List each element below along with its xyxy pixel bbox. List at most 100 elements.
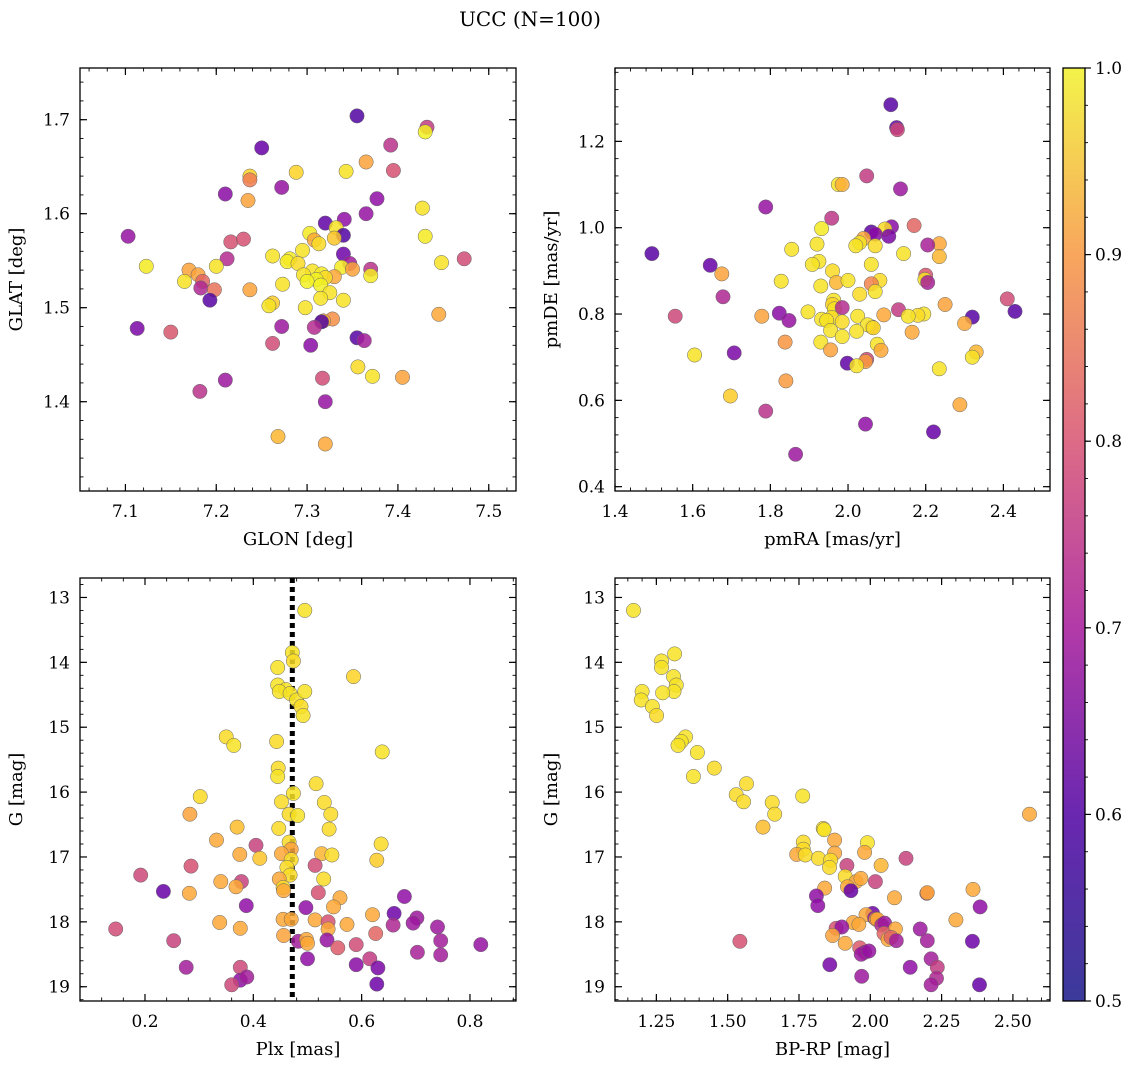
scatter-point (900, 308, 916, 324)
scatter-point (758, 403, 774, 419)
scatter-point (316, 795, 332, 810)
y-tick-label: 1.4 (43, 393, 70, 413)
scatter-point (456, 251, 472, 267)
scatter-point (166, 933, 182, 949)
scatter-point (306, 319, 322, 335)
scatter-point (177, 273, 192, 289)
scatter-point (822, 859, 837, 875)
scatter-point (232, 846, 248, 862)
scatter-point (825, 928, 841, 943)
scatter-point (888, 933, 904, 949)
scatter-point (797, 847, 813, 863)
scatter-point (163, 324, 179, 340)
scatter-point (348, 937, 364, 953)
scatter-point (823, 322, 839, 338)
scatter-point (183, 858, 199, 874)
y-axis-label: G [mag] (6, 753, 27, 826)
scatter-point (288, 164, 304, 180)
scatter-point (952, 397, 968, 413)
scatter-point (417, 228, 433, 244)
scatter-point (767, 806, 783, 822)
scatter-point (883, 97, 899, 113)
y-tick-label: 14 (48, 653, 70, 673)
scatter-point (270, 429, 286, 444)
scatter-point (926, 424, 941, 440)
scatter-point (326, 899, 341, 915)
scatter-point (307, 857, 323, 873)
scatter-point (840, 272, 856, 288)
scatter-point (193, 280, 209, 296)
scatter-point (931, 361, 947, 377)
x-tick-label: 1.75 (780, 1012, 818, 1032)
scatter-point (345, 261, 360, 277)
x-tick-label: 2.50 (994, 1012, 1032, 1032)
scatter-point (810, 898, 826, 914)
scatter-point (726, 345, 742, 361)
scatter-point (223, 234, 239, 250)
panel-glon-glat: 7.1 7.2 7.3 7.4 7.5 1.4 1.5 1.6 1.7 GLON [deg] GLA… (6, 67, 517, 550)
scatter-point (276, 928, 292, 943)
scatter-point (330, 940, 346, 956)
scatter-point (834, 314, 850, 330)
scatter-point (755, 819, 771, 835)
scatter-point (714, 266, 730, 282)
scatter-point (873, 342, 889, 358)
scatter-point (758, 199, 774, 215)
scatter-point (209, 832, 224, 848)
scatter-point (473, 937, 489, 953)
scatter-point (265, 248, 281, 264)
x-tick-label: 7.5 (475, 502, 502, 522)
scatter-point (965, 881, 981, 897)
scatter-point (308, 776, 324, 792)
scatter-point (224, 977, 240, 993)
y-tick-label: 1.5 (43, 299, 70, 319)
scatter-point (834, 177, 850, 192)
scatter-point (317, 394, 333, 410)
y-tick-label: 17 (583, 848, 605, 868)
scatter-point (788, 446, 804, 462)
scatter-point (781, 313, 797, 328)
scatter-point (346, 669, 361, 685)
scatter-point (861, 943, 877, 959)
scatter-point (804, 256, 820, 272)
scatter-point (687, 347, 703, 363)
scatter-point (649, 708, 665, 723)
colorbar-tick-label: 0.8 (1095, 432, 1122, 452)
y-tick-label: 17 (48, 848, 70, 868)
scatter-point (385, 917, 401, 933)
scatter-point (850, 308, 866, 324)
scatter-point (373, 836, 389, 852)
x-axis-label: Plx [mas] (256, 1039, 341, 1060)
scatter-point (228, 879, 244, 895)
scatter-point (912, 921, 928, 937)
scatter-point (827, 832, 843, 848)
y-tick-label: 1.2 (578, 132, 605, 152)
scatter-point (881, 228, 897, 244)
scatter-point (349, 108, 365, 124)
y-tick-label: 18 (48, 913, 70, 933)
scatter-point (893, 181, 908, 197)
scatter-point (937, 297, 953, 312)
scatter-point (849, 358, 865, 374)
y-axis-label: G [mag] (541, 753, 562, 826)
scatter-point (213, 874, 229, 890)
scatter-point (849, 323, 865, 339)
scatter-point (133, 867, 149, 883)
panel-pmra-pmde: 1.4 1.6 1.8 2.0 2.2 2.4 0.4 0.6 0.8 1.0 1.2 pmRA [m… (541, 67, 1051, 550)
scatter-point (295, 708, 311, 723)
scatter-point (303, 337, 319, 353)
scatter-point (192, 383, 208, 399)
scatter-point (853, 870, 869, 886)
scatter-point (274, 319, 290, 334)
scatter-point (409, 944, 425, 960)
scatter-point (298, 900, 314, 916)
scatter-point (405, 915, 421, 931)
scatter-point (317, 436, 333, 452)
scatter-point (667, 308, 683, 324)
scatter-point (773, 273, 789, 289)
scatter-point (754, 308, 770, 324)
scatter-point (339, 916, 355, 932)
scatter-point (202, 292, 218, 308)
colorbar-tick-label: 1.0 (1095, 59, 1122, 79)
